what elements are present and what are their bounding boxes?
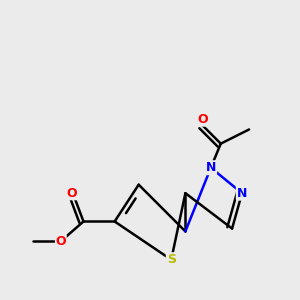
- Text: N: N: [206, 161, 216, 174]
- Text: O: O: [67, 187, 77, 200]
- Text: O: O: [197, 113, 208, 126]
- Text: S: S: [167, 253, 176, 266]
- Text: N: N: [237, 187, 247, 200]
- Text: O: O: [56, 235, 66, 248]
